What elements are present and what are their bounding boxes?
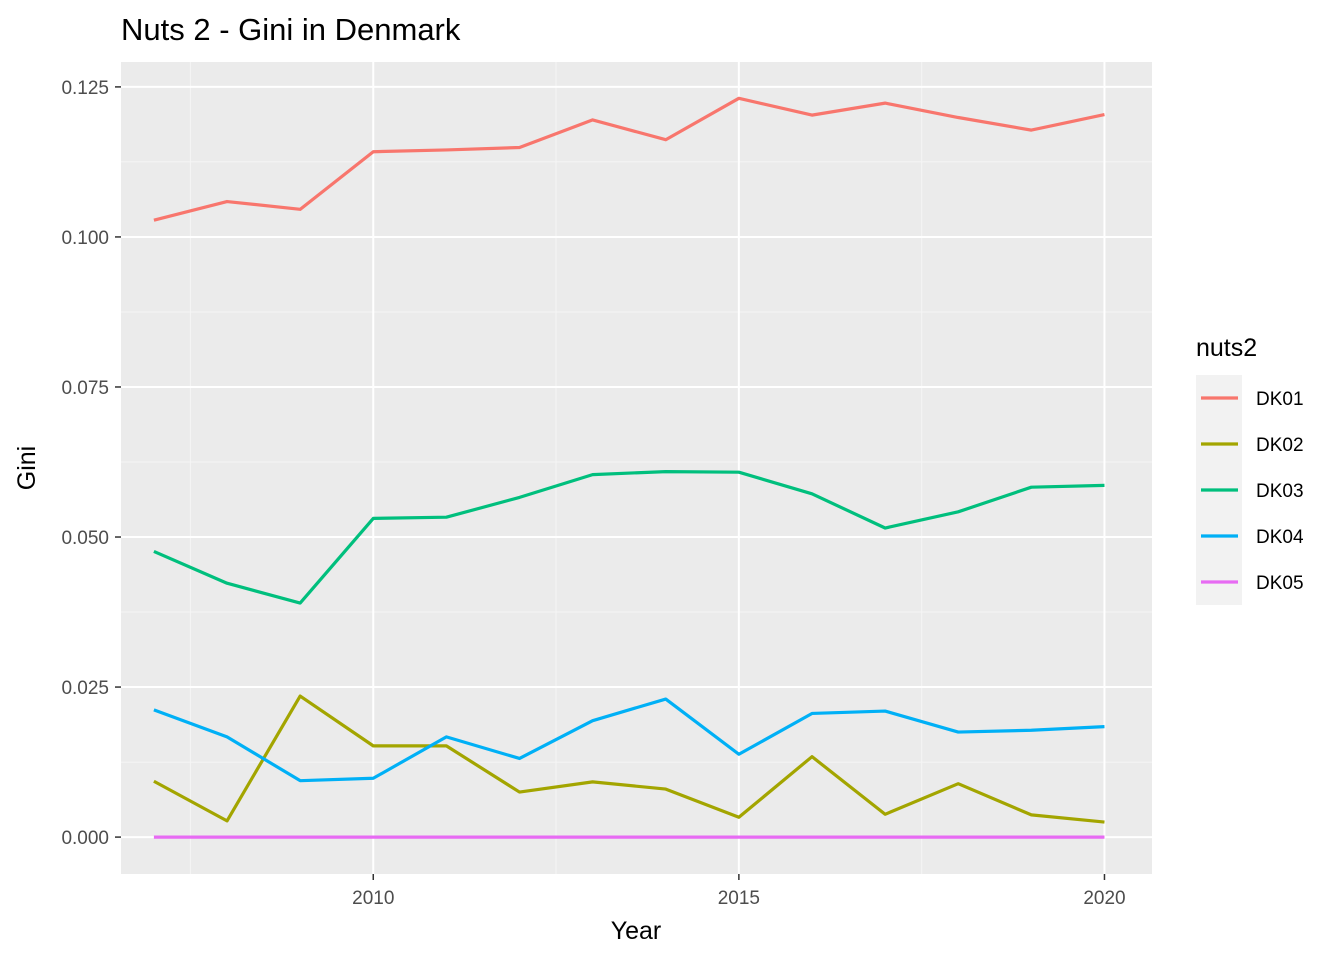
y-tick-label: 0.000: [61, 828, 109, 849]
y-tick-label: 0.050: [61, 528, 109, 549]
y-tick-label: 0.125: [61, 78, 109, 99]
y-axis-title: Gini: [13, 446, 41, 490]
series-line-dk04: [153, 697, 1105, 783]
y-tick-label: 0.100: [61, 228, 109, 249]
chart-title: Nuts 2 - Gini in Denmark: [121, 12, 461, 47]
y-tick-label: 0.025: [61, 678, 109, 699]
minor-gridlines: [121, 62, 1152, 874]
legend: nuts2 DK01 DK02 DK03 DK04 DK05: [1196, 334, 1304, 605]
plot-panel: [121, 62, 1152, 874]
legend-items: DK01 DK02 DK03 DK04 DK05: [1201, 389, 1304, 594]
y-axis-ticks: 0.000 0.025 0.050 0.075 0.100 0.125: [61, 78, 121, 849]
x-tick-label: 2020: [1083, 888, 1125, 909]
legend-label-dk03: DK03: [1256, 481, 1304, 502]
series-line-dk03: [153, 470, 1105, 605]
legend-label-dk01: DK01: [1256, 389, 1304, 410]
legend-label-dk05: DK05: [1256, 573, 1304, 594]
x-axis-title: Year: [611, 917, 662, 945]
legend-label-dk04: DK04: [1256, 527, 1304, 548]
major-gridlines: [121, 62, 1152, 874]
legend-title: nuts2: [1196, 334, 1257, 362]
series-lines: [153, 96, 1105, 839]
x-tick-label: 2015: [718, 888, 760, 909]
legend-label-dk02: DK02: [1256, 435, 1304, 456]
y-tick-label: 0.075: [61, 378, 109, 399]
series-line-dk02: [153, 694, 1105, 824]
x-tick-label: 2010: [352, 888, 394, 909]
x-axis-ticks: 2010 2015 2020: [352, 874, 1126, 909]
series-line-dk01: [153, 96, 1105, 222]
